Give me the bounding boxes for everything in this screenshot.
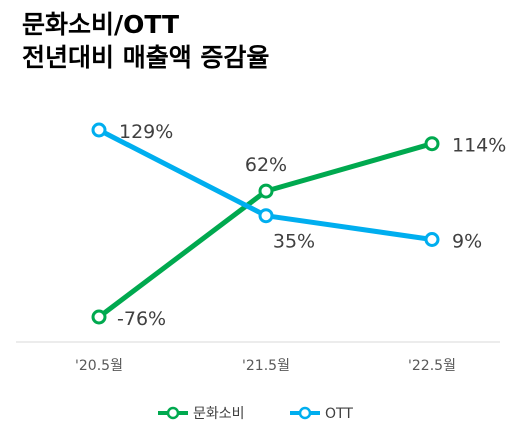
data-label: 114% — [452, 135, 506, 157]
data-point-ott — [91, 122, 107, 138]
legend-culture-label: 문화소비 — [193, 406, 245, 422]
chart-title: 문화소비/OTT 전년대비 매출액 증감율 — [22, 8, 269, 74]
data-label: 9% — [452, 230, 482, 252]
legend-culture-marker — [166, 406, 180, 420]
chart-title-line-1: 문화소비/OTT — [22, 10, 180, 39]
x-tick-label: '20.5월 — [75, 358, 123, 374]
data-label: 35% — [273, 231, 315, 253]
x-tick-label: '22.5월 — [408, 358, 456, 374]
x-tick-label: '21.5월 — [242, 358, 290, 374]
data-label: -76% — [117, 308, 166, 330]
data-point-culture — [258, 183, 274, 199]
legend-ott-marker — [298, 406, 312, 420]
data-point-culture — [91, 309, 107, 325]
data-point-ott — [424, 232, 440, 247]
legend-ott-label: OTT — [325, 406, 353, 422]
chart-title-line-2: 전년대비 매출액 증감율 — [22, 43, 270, 72]
data-point-ott — [258, 208, 274, 224]
data-label: 129% — [119, 121, 173, 143]
data-label: 62% — [245, 154, 287, 176]
data-point-culture — [424, 136, 440, 152]
